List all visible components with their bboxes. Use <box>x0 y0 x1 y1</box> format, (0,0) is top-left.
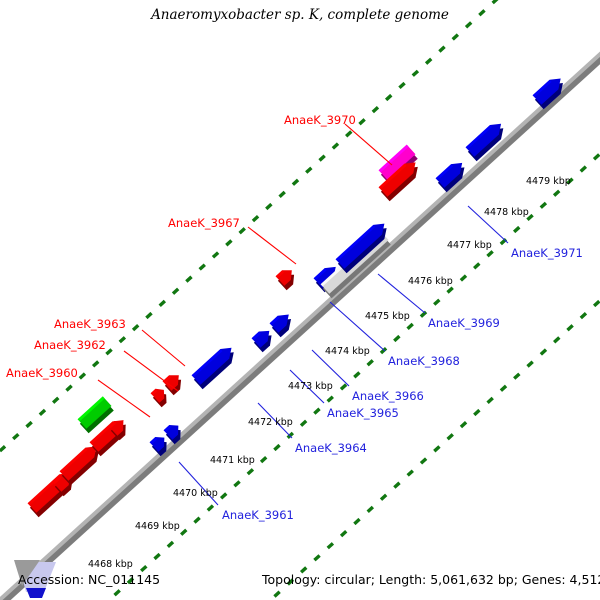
ruler-tick-label: 4471 kbp <box>210 455 255 466</box>
gene-glyph[interactable] <box>77 396 114 434</box>
gene-glyph[interactable] <box>335 223 387 274</box>
label-leader-line <box>247 226 297 265</box>
ruler-tick-label: 4474 kbp <box>325 346 370 357</box>
gene-label-anaek_3967[interactable]: AnaeK_3967 <box>168 216 240 230</box>
gene-glyph[interactable] <box>162 375 182 396</box>
label-leader-line <box>257 402 293 439</box>
gene-label-anaek_3969[interactable]: AnaeK_3969 <box>428 316 500 330</box>
label-leader-line <box>344 123 393 166</box>
ruler-tick-label: 4469 kbp <box>135 521 180 532</box>
gene-label-anaek_3970[interactable]: AnaeK_3970 <box>284 113 356 127</box>
ruler-tick-label: 4470 kbp <box>173 488 218 499</box>
gene-label-anaek_3966[interactable]: AnaeK_3966 <box>352 389 424 403</box>
label-leader-line <box>311 349 350 387</box>
label-leader-line <box>329 301 386 352</box>
label-leader-line <box>123 350 179 392</box>
label-leader-line <box>178 461 219 506</box>
gene-glyph[interactable] <box>251 330 272 353</box>
gene-glyph[interactable] <box>59 446 99 486</box>
gene-glyph[interactable] <box>435 162 465 193</box>
genome-summary-text: Topology: circular; Length: 5,061,632 bp… <box>262 572 600 587</box>
gene-glyph[interactable] <box>108 421 126 441</box>
gene-glyph[interactable] <box>378 144 418 185</box>
gene-label-anaek_3971[interactable]: AnaeK_3971 <box>511 246 583 260</box>
label-leader-line <box>467 205 509 244</box>
gene-glyph[interactable] <box>149 437 167 457</box>
gene-glyph[interactable] <box>191 347 234 390</box>
gene-label-anaek_3968[interactable]: AnaeK_3968 <box>388 354 460 368</box>
ruler-tick-label: 4477 kbp <box>447 240 492 251</box>
accession-text: Accession: NC_011145 <box>18 572 161 587</box>
ruler-tick-label: 4475 kbp <box>365 311 410 322</box>
label-leader-line <box>97 379 151 418</box>
gene-label-anaek_3965[interactable]: AnaeK_3965 <box>327 406 399 420</box>
label-leader-line <box>289 369 325 404</box>
gene-glyph[interactable] <box>532 78 563 110</box>
gene-glyph[interactable] <box>378 162 418 202</box>
gene-label-anaek_3960[interactable]: AnaeK_3960 <box>6 366 78 380</box>
gene-label-anaek_3964[interactable]: AnaeK_3964 <box>295 441 367 455</box>
ruler-tick-label: 4476 kbp <box>408 276 453 287</box>
gene-label-anaek_3962[interactable]: AnaeK_3962 <box>34 338 106 352</box>
ruler-tick-label: 4472 kbp <box>248 417 293 428</box>
ruler-tick-label: 4473 kbp <box>288 381 333 392</box>
label-leader-lines <box>97 123 509 506</box>
gene-label-anaek_3961[interactable]: AnaeK_3961 <box>222 508 294 522</box>
gene-layer <box>27 78 563 518</box>
label-leader-line <box>141 329 186 367</box>
origin-marker <box>14 560 56 598</box>
gene-label-anaek_3963[interactable]: AnaeK_3963 <box>54 317 126 331</box>
gene-glyph[interactable] <box>163 425 181 445</box>
ruler-tick-label: 4479 kbp <box>526 176 571 187</box>
ruler-tick-label: 4478 kbp <box>484 207 529 218</box>
gene-glyph[interactable] <box>275 270 295 291</box>
ruler-tick-label: 4468 kbp <box>88 559 133 570</box>
gene-glyph[interactable] <box>465 123 504 162</box>
gene-glyph[interactable] <box>269 314 292 338</box>
page-title: Anaeromyxobacter sp. K, complete genome <box>151 7 449 23</box>
label-leader-line <box>377 273 426 314</box>
gene-glyph[interactable] <box>150 388 167 408</box>
genome-backbone <box>0 51 600 600</box>
